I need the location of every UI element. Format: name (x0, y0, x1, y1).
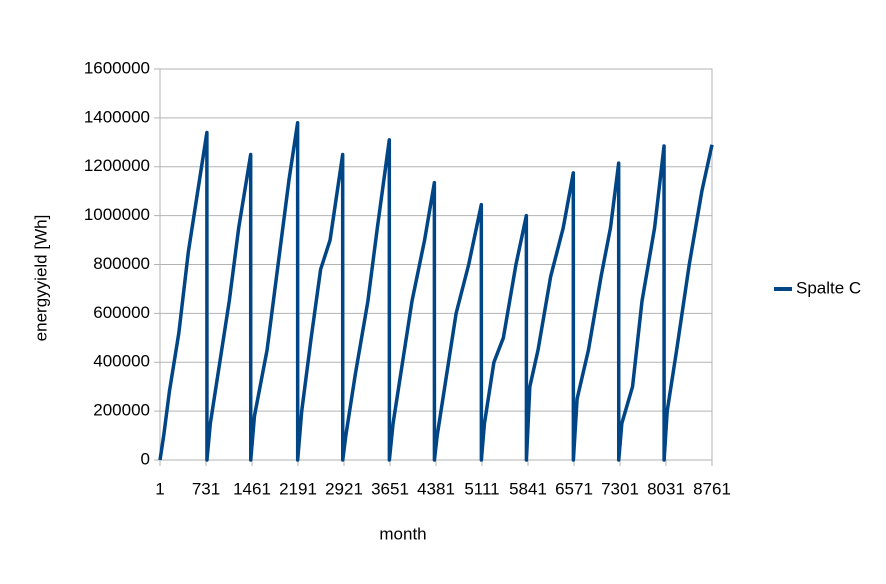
x-tick-label: 5841 (509, 479, 547, 498)
x-tick-label: 2921 (325, 479, 363, 498)
y-tick-label: 400000 (93, 352, 150, 371)
x-tick-label: 7301 (601, 479, 639, 498)
legend-label: Spalte C (796, 278, 861, 297)
x-tick-label: 5111 (464, 479, 499, 498)
x-tick-label: 8031 (647, 479, 685, 498)
y-tick-label: 600000 (93, 303, 150, 322)
y-tick-label: 800000 (93, 254, 150, 273)
x-tick-label: 3651 (371, 479, 409, 498)
y-tick-label: 200000 (93, 401, 150, 420)
y-tick-label: 1400000 (84, 107, 150, 126)
x-tick-label: 731 (192, 479, 220, 498)
x-tick-label: 6571 (555, 479, 593, 498)
y-tick-label: 0 (141, 449, 150, 468)
x-axis-label: month (379, 524, 426, 543)
y-tick-label: 1200000 (84, 156, 150, 175)
x-tick-label: 1 (155, 479, 164, 498)
y-axis-label: energyyield [Wh] (31, 215, 50, 342)
x-tick-label: 1461 (233, 479, 271, 498)
x-tick-label: 8761 (693, 479, 731, 498)
y-tick-label: 1600000 (84, 58, 150, 77)
x-tick-label: 4381 (417, 479, 455, 498)
data-line (158, 121, 714, 462)
x-tick-label: 2191 (279, 479, 317, 498)
y-tick-label: 1000000 (84, 205, 150, 224)
